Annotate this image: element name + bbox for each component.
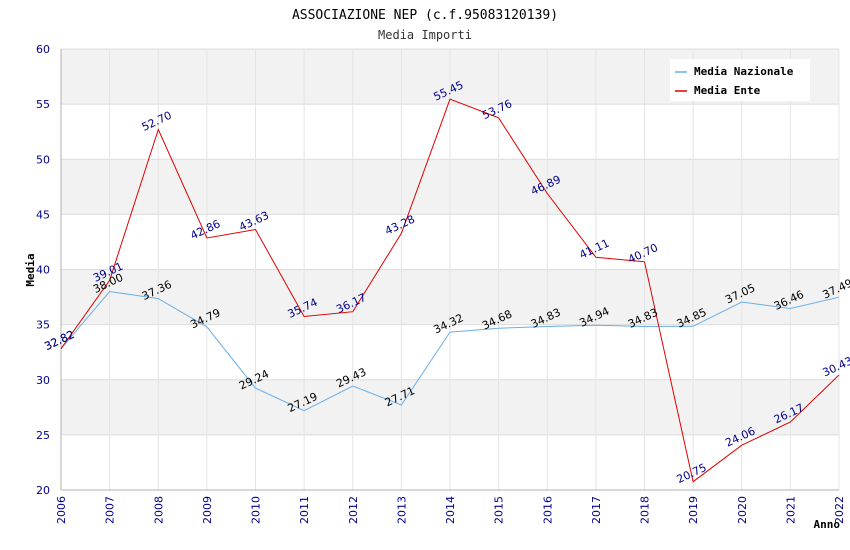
x-tick-labels: 2006 2007 2008 2009 2010 2011 2012 2013 2014 2015…	[55, 496, 846, 524]
y-tick-label: 25	[36, 429, 50, 442]
legend-label-media-nazionale: Media Nazionale	[694, 65, 794, 78]
chart-subtitle: Media Importi	[378, 28, 472, 42]
y-tick-label: 40	[36, 264, 50, 277]
legend-label-media-ente: Media Ente	[694, 84, 761, 97]
legend-box	[670, 59, 810, 101]
axes	[60, 49, 839, 491]
y-axis-label: Media	[24, 253, 37, 286]
y-tick-label: 20	[36, 484, 50, 497]
y-tick-label: 55	[36, 98, 50, 111]
x-tick-label: 2012	[347, 496, 360, 524]
x-tick-label: 2018	[639, 496, 652, 524]
x-axis-label: Anno	[814, 518, 841, 531]
x-tick-label: 2020	[736, 496, 749, 524]
x-tick-label: 2006	[55, 496, 68, 524]
x-tick-label: 2010	[250, 496, 263, 524]
x-tick-label: 2007	[104, 496, 117, 524]
x-tick-label: 2011	[298, 496, 311, 524]
y-tick-label: 45	[36, 208, 50, 221]
x-tick-label: 2019	[687, 496, 700, 524]
x-tick-label: 2013	[395, 496, 408, 524]
x-tick-label: 2008	[152, 496, 165, 524]
x-tick-label: 2009	[201, 496, 214, 524]
y-tick-label: 35	[36, 319, 50, 332]
series-line-media-ente	[60, 98, 840, 483]
chart-title: ASSOCIAZIONE NEP (c.f.95083120139)	[292, 8, 558, 23]
y-tick-label: 30	[36, 374, 50, 387]
x-tick-label: 2017	[590, 496, 603, 524]
x-tick-label: 2022	[833, 496, 846, 524]
x-tick-label: 2021	[784, 496, 797, 524]
x-tick-label: 2014	[444, 496, 457, 524]
y-tick-labels: 20 25 30 35 40 45 50 55 60	[36, 43, 50, 497]
legend: Media Nazionale Media Ente	[670, 59, 810, 101]
series-lines	[60, 98, 840, 483]
y-tick-label: 50	[36, 153, 50, 166]
y-tick-label: 60	[36, 43, 50, 56]
x-tick-label: 2016	[541, 496, 554, 524]
series-line-media-nazionale	[60, 290, 840, 412]
x-tick-label: 2015	[493, 496, 506, 524]
